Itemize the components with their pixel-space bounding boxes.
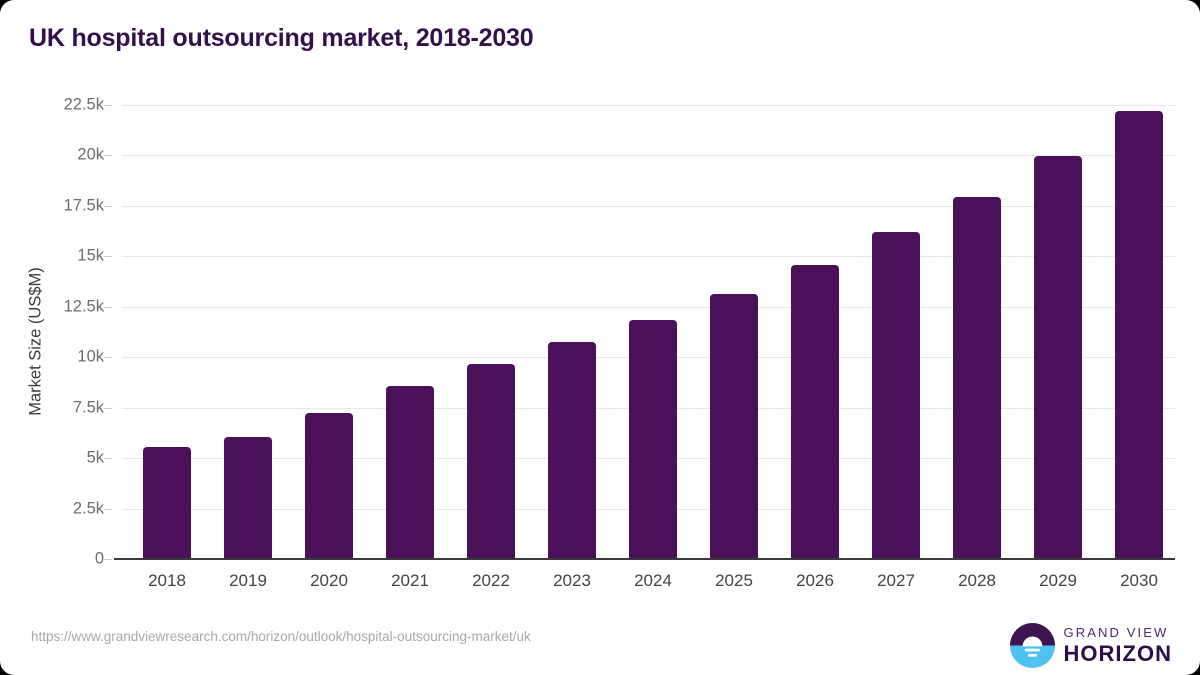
x-axis-tick-label: 2027 <box>877 571 915 590</box>
y-axis-tick-mark <box>104 205 112 207</box>
x-axis-tick-label: 2025 <box>715 571 753 590</box>
y-axis-tick-mark <box>104 458 112 460</box>
brand-logo[interactable]: GRAND VIEW HORIZON <box>1009 622 1172 668</box>
gridline <box>122 256 1175 258</box>
y-axis-tick-label: 10k <box>77 347 104 366</box>
y-axis-tick-label: 7.5k <box>72 398 104 417</box>
sun-horizon-icon <box>1009 622 1055 668</box>
page-title: UK hospital outsourcing market, 2018-203… <box>29 24 534 52</box>
x-axis-tick-label: 2024 <box>634 571 672 590</box>
bar-2026[interactable] <box>791 265 839 559</box>
bar-2030[interactable] <box>1115 111 1163 559</box>
x-axis-tick-label: 2029 <box>1039 571 1077 590</box>
gridline <box>122 205 1175 207</box>
y-axis-tick-mark <box>104 508 112 510</box>
x-axis-tick-label: 2019 <box>229 571 267 590</box>
y-axis-tick-mark <box>104 357 112 359</box>
y-axis-tick-mark <box>104 155 112 157</box>
x-axis-tick-label: 2020 <box>310 571 348 590</box>
x-axis-tick-label: 2026 <box>796 571 834 590</box>
y-axis-tick-label: 15k <box>77 246 104 265</box>
logo-line-horizon: HORIZON <box>1063 640 1172 666</box>
y-axis-tick-mark <box>104 256 112 258</box>
logo-line-grand-view: GRAND VIEW <box>1063 624 1169 640</box>
y-axis-tick-label: 20k <box>77 145 104 164</box>
x-axis-tick-label: 2021 <box>391 571 429 590</box>
y-axis-tick-labels: 0 2.5k 5k 7.5k 10k 12.5k 15k 17.5k 20k 22.5k <box>14 96 112 568</box>
x-axis-tick-label: 2028 <box>958 571 996 590</box>
gridline <box>122 306 1175 308</box>
y-axis-tick-label: 22.5k <box>63 95 104 114</box>
y-axis-tick-label: 2.5k <box>72 499 104 518</box>
bar-2023[interactable] <box>548 342 596 559</box>
bar-2022[interactable] <box>467 364 515 559</box>
y-axis-tick-mark <box>104 105 112 106</box>
bar-2018[interactable] <box>143 447 191 559</box>
bar-2028[interactable] <box>953 196 1001 559</box>
y-axis-tick-mark <box>104 306 112 308</box>
bar-2024[interactable] <box>629 319 677 559</box>
gridline <box>122 155 1175 157</box>
y-axis-tick-mark <box>104 407 112 409</box>
y-axis-tick-label: 0 <box>94 549 104 568</box>
bar-2019[interactable] <box>224 436 272 559</box>
x-axis-tick-label: 2023 <box>553 571 591 590</box>
bar-2029[interactable] <box>1034 156 1082 559</box>
y-axis-tick-label: 12.5k <box>63 297 104 316</box>
bar-2020[interactable] <box>305 412 353 559</box>
bar-2027[interactable] <box>872 232 920 559</box>
x-axis-tick-label: 2030 <box>1120 571 1158 590</box>
bar-2021[interactable] <box>386 386 434 559</box>
bar-2025[interactable] <box>710 293 758 559</box>
source-url[interactable]: https://www.grandviewresearch.com/horizo… <box>31 629 531 644</box>
x-axis-tick-label: 2022 <box>472 571 510 590</box>
y-axis-tick-label: 17.5k <box>63 196 104 215</box>
plot-area <box>122 105 1175 559</box>
y-axis-tick-mark <box>104 559 112 560</box>
gridline <box>122 105 1175 106</box>
x-axis-tick-label: 2018 <box>148 571 186 590</box>
y-axis-tick-label: 5k <box>86 448 104 467</box>
x-axis-line <box>114 558 1175 560</box>
logo-wordmark: GRAND VIEW HORIZON <box>1064 626 1172 665</box>
